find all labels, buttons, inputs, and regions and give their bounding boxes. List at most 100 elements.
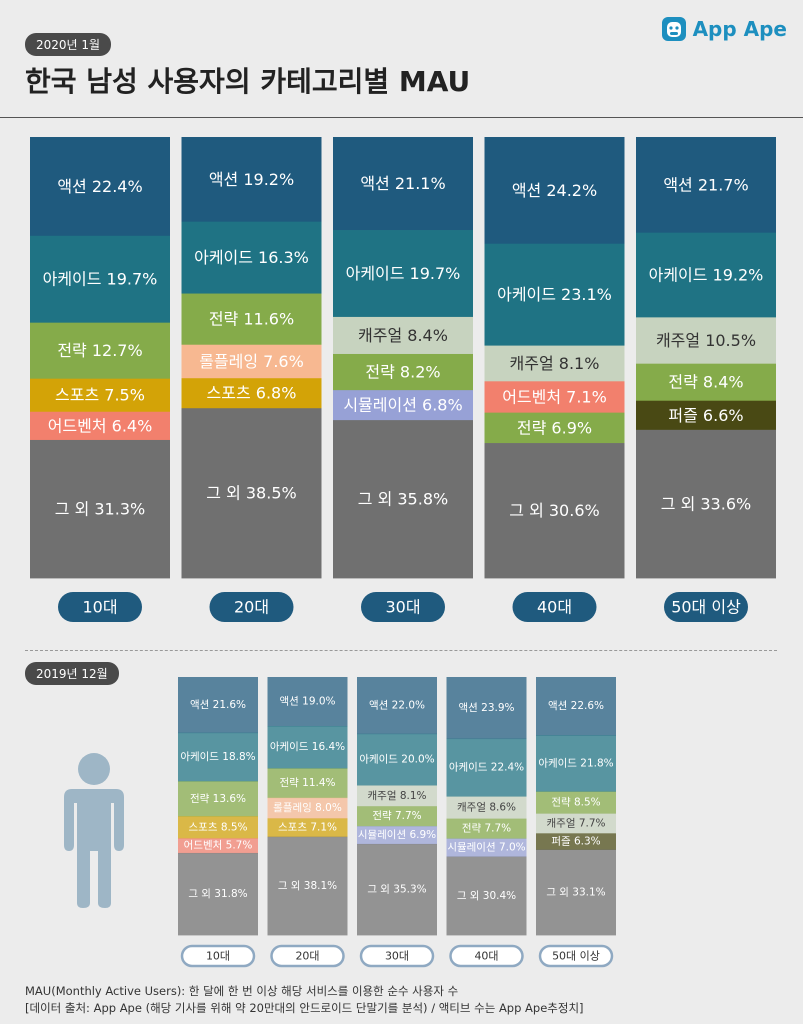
category-label-4: 50대 이상 [671,598,741,617]
category-pill-1 [209,592,294,622]
bar-segment-4-5 [636,429,776,579]
segment-label-3-0: 액션 23.9% [458,702,514,714]
bar-segment-4-0 [536,677,616,736]
bar-segment-4-5 [536,849,616,936]
previous-stacked-bar-chart: 액션 21.6% 아케이드 18.8% 전략 13.6% 스포츠 8.5% 어드벤처 5… [178,677,616,968]
bar-segment-2-4 [333,390,473,421]
bar-segment-3-3 [446,818,527,839]
bar-segment-4-4 [636,400,776,431]
category-pill-3 [449,944,524,968]
segment-label-1-4: 스포츠 7.1% [278,822,337,834]
bar-segment-3-2 [446,796,527,820]
bar-segment-2-0 [333,137,473,231]
segment-label-4-2: 캐주얼 10.5% [656,331,756,350]
segment-label-3-4: 시뮬레이션 7.0% [447,842,525,854]
category-pill-1 [270,944,345,968]
bar-segment-4-3 [536,813,616,834]
category-pill-0 [180,944,256,968]
bar-segment-1-4 [267,818,348,838]
segment-label-4-3: 캐주얼 7.7% [547,817,606,829]
bar-segment-3-4 [484,412,625,444]
segment-label-1-4: 스포츠 6.8% [207,384,297,403]
segment-label-1-0: 액션 19.0% [279,696,335,708]
segment-label-3-5: 그 외 30.6% [509,501,599,520]
bar-segment-1-4 [181,378,322,409]
segment-label-4-2: 전략 8.5% [551,797,600,809]
main-stacked-bar-chart: 액션 22.4% 아케이드 19.7% 전략 12.7% 스포츠 7.5% 어드벤처 6… [30,137,776,622]
bar-segment-0-2 [178,781,258,817]
bar-segment-4-1 [536,735,616,792]
segment-label-3-4: 전략 6.9% [517,418,592,437]
bar-segment-3-2 [484,345,625,382]
bar-segment-1-0 [267,677,348,727]
segment-label-3-3: 전략 7.7% [462,823,511,835]
segment-label-4-1: 아케이드 19.2% [649,266,764,285]
segment-label-0-4: 어드벤처 5.7% [184,840,253,852]
bar-segment-4-3 [636,363,776,402]
segment-label-0-3: 스포츠 8.5% [189,821,248,833]
bar-segment-0-3 [30,378,170,413]
segment-label-2-0: 액션 21.1% [360,174,445,193]
bar-segment-0-0 [30,137,170,237]
footnote-mau-definition: MAU(Monthly Active Users): 한 달에 한 번 이상 해… [25,984,459,998]
bar-segment-0-5 [30,439,170,579]
bar-segment-2-0 [357,677,437,735]
date-badge: 2020년 1월 [25,33,112,56]
bar-segment-1-1 [267,726,348,769]
segment-label-1-0: 액션 19.2% [209,170,294,189]
category-label-1: 20대 [234,598,269,617]
bar-segment-3-4 [446,838,527,857]
segment-label-0-2: 전략 12.7% [57,341,142,360]
category-label-1: 20대 [295,950,319,963]
category-pill-4 [664,592,748,622]
segment-label-4-0: 액션 21.7% [663,175,748,194]
segment-label-3-1: 아케이드 23.1% [497,285,612,304]
bar-segment-2-4 [357,826,437,845]
segment-label-3-5: 그 외 30.4% [457,890,516,902]
bar-segment-2-1 [357,733,437,786]
segment-label-4-1: 아케이드 21.8% [538,757,613,769]
category-label-2: 30대 [385,950,409,963]
segment-label-2-3: 전략 7.7% [372,810,421,822]
segment-label-3-2: 캐주얼 8.6% [457,802,516,814]
bar-segment-0-1 [178,732,258,782]
segment-label-0-3: 스포츠 7.5% [55,386,145,405]
segment-label-4-0: 액션 22.6% [548,700,604,712]
segment-label-1-2: 전략 11.4% [279,777,335,789]
bar-segment-0-4 [30,411,170,441]
logo-text: App Ape [692,17,787,41]
category-pill-0 [58,592,142,622]
segment-label-0-4: 어드벤처 6.4% [48,416,153,435]
category-pill-3 [512,592,597,622]
bar-segment-1-5 [181,408,322,579]
segment-label-1-2: 전략 11.6% [209,310,294,329]
page-title: 한국 남성 사용자의 카테고리별 MAU [25,65,471,98]
category-label-3: 40대 [474,950,498,963]
segment-label-2-2: 캐주얼 8.1% [368,790,427,802]
bar-segment-0-4 [178,838,258,854]
bar-segment-2-2 [333,316,473,355]
app-ape-logo: App Ape [661,16,787,42]
bar-segment-3-1 [446,738,527,797]
segment-label-2-2: 캐주얼 8.4% [358,326,448,345]
segment-label-2-1: 아케이드 19.7% [346,264,461,283]
segment-label-3-0: 액션 24.2% [512,181,597,200]
segment-label-2-4: 시뮬레이션 6.9% [358,829,436,841]
bar-segment-3-5 [446,856,527,936]
bar-segment-3-0 [484,137,625,245]
bar-segment-2-3 [333,353,473,391]
segment-label-0-5: 그 외 31.8% [188,888,247,900]
bar-segment-2-1 [333,230,473,318]
bar-segment-1-5 [267,836,348,936]
section-divider [25,650,777,651]
segment-label-4-3: 전략 8.4% [668,373,743,392]
prev-date-badge: 2019년 12월 [25,662,119,685]
category-label-0: 10대 [206,950,230,963]
segment-label-3-2: 캐주얼 8.1% [510,354,600,373]
segment-label-3-1: 아케이드 22.4% [449,762,524,774]
segment-label-0-0: 액션 22.4% [57,177,142,196]
segment-label-0-1: 아케이드 19.7% [43,270,158,289]
segment-label-2-5: 그 외 35.3% [367,883,426,895]
person-icon [64,753,124,908]
segment-label-4-4: 퍼즐 6.3% [551,835,600,847]
